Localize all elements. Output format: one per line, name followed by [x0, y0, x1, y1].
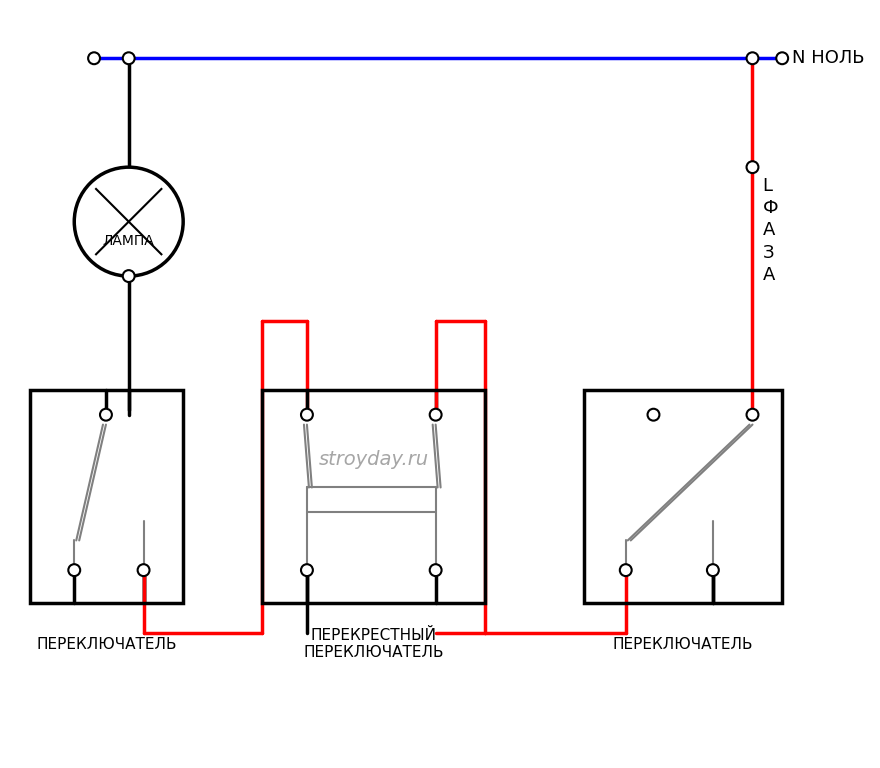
Circle shape — [137, 564, 150, 576]
Bar — [262, 390, 485, 603]
Circle shape — [429, 564, 442, 576]
Circle shape — [776, 52, 788, 65]
Circle shape — [100, 409, 112, 421]
Bar — [30, 390, 183, 603]
Text: ПЕРЕКРЕСТНЫЙ
ПЕРЕКЛЮЧАТЕЛЬ: ПЕРЕКРЕСТНЫЙ ПЕРЕКЛЮЧАТЕЛЬ — [304, 627, 444, 660]
Circle shape — [648, 409, 659, 421]
Circle shape — [123, 52, 135, 65]
Text: ЛАМПА: ЛАМПА — [103, 234, 155, 248]
Circle shape — [707, 564, 719, 576]
Circle shape — [301, 409, 313, 421]
Circle shape — [88, 52, 100, 65]
Circle shape — [301, 564, 313, 576]
Circle shape — [746, 161, 759, 173]
Text: ПЕРЕКЛЮЧАТЕЛЬ: ПЕРЕКЛЮЧАТЕЛЬ — [613, 637, 753, 653]
Circle shape — [69, 564, 80, 576]
Circle shape — [746, 52, 759, 65]
Circle shape — [620, 564, 632, 576]
Circle shape — [123, 270, 135, 282]
Circle shape — [746, 409, 759, 421]
Text: N НОЛЬ: N НОЛЬ — [792, 49, 864, 68]
Bar — [584, 390, 782, 603]
Text: L
Ф
А
З
А: L Ф А З А — [762, 177, 778, 284]
Circle shape — [74, 167, 183, 276]
Text: stroyday.ru: stroyday.ru — [319, 450, 429, 468]
Circle shape — [429, 409, 442, 421]
Text: ПЕРЕКЛЮЧАТЕЛЬ: ПЕРЕКЛЮЧАТЕЛЬ — [36, 637, 177, 653]
